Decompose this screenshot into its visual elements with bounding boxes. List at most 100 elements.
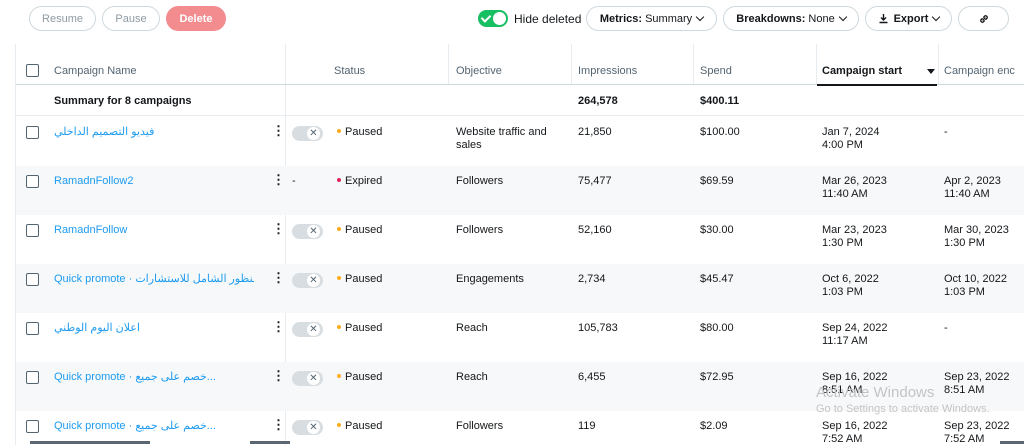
campaign-name-link[interactable]: Quick promote · خصم على جميع... — [54, 371, 216, 383]
more-options-icon[interactable]: ⋮ — [272, 417, 285, 432]
column-divider — [571, 44, 572, 85]
campaign-end-value: Mar 30, 2023 1:30 PM — [944, 224, 1009, 250]
more-options-icon[interactable]: ⋮ — [272, 368, 285, 383]
end-date: - — [944, 126, 948, 138]
header-impressions[interactable]: Impressions — [578, 65, 638, 77]
campaign-name-link[interactable]: Quick promote · خصم على جميع... — [54, 420, 216, 432]
table-row[interactable]: اعلان اليوم الوطني ⋮ ✕ Paused Reach 105,783 $8… — [16, 313, 1024, 362]
link-icon — [979, 14, 988, 23]
toggle-placeholder: - — [292, 175, 296, 187]
objective-line-1: Reach — [456, 322, 488, 334]
more-options-icon[interactable]: ⋮ — [272, 123, 285, 138]
more-options-icon[interactable]: ⋮ — [272, 270, 285, 285]
sort-descending-icon[interactable] — [927, 69, 935, 74]
status-dot — [337, 325, 341, 329]
select-all-checkbox[interactable] — [26, 64, 39, 77]
start-time: 7:52 AM — [822, 433, 863, 445]
campaign-name-link[interactable]: RamadnFollow — [54, 224, 128, 236]
activate-windows-subtitle: Go to Settings to activate Windows. — [816, 403, 990, 415]
delete-button[interactable]: Delete — [166, 6, 226, 31]
metrics-label: Metrics: — [599, 12, 643, 25]
impressions-value: 75,477 — [578, 175, 612, 187]
column-divider — [448, 44, 449, 85]
status-badge: Expired — [337, 175, 382, 188]
campaign-name-link[interactable]: اعلان اليوم الوطني — [54, 322, 140, 334]
objective-text: Reach — [456, 322, 488, 335]
table-row[interactable]: RamadnFollow ⋮ ✕ Paused Followers 52,160 $30.0… — [16, 215, 1024, 264]
resume-label: Resume — [42, 12, 83, 25]
breakdowns-dropdown[interactable]: Breakdowns: None — [723, 6, 859, 31]
delete-label: Delete — [179, 12, 213, 25]
start-time: 1:30 PM — [822, 237, 863, 249]
resume-button[interactable]: Resume — [29, 6, 96, 31]
export-dropdown[interactable]: Export — [865, 6, 952, 31]
row-checkbox[interactable] — [26, 224, 39, 237]
table-row[interactable]: RamadnFollow2 ⋮ - Expired Followers 75,477 $69… — [16, 166, 1024, 215]
row-checkbox[interactable] — [26, 371, 39, 384]
header-status[interactable]: Status — [334, 65, 366, 77]
spend-value: $80.00 — [700, 322, 734, 334]
column-divider — [938, 44, 939, 85]
campaign-end-value: - — [944, 322, 948, 335]
status-text: Paused — [345, 224, 383, 236]
campaign-name-link[interactable]: RamadnFollow2 — [54, 175, 134, 187]
scrollbar-segment — [1000, 441, 1024, 444]
copy-link-button[interactable] — [958, 6, 1009, 31]
table-row[interactable]: فيديو التصميم الداخلي ⋮ ✕ Paused Website tra… — [16, 117, 1024, 166]
objective-text: Engagements — [456, 273, 524, 286]
campaign-active-toggle[interactable]: ✕ — [292, 224, 323, 239]
more-options-icon[interactable]: ⋮ — [272, 221, 285, 236]
metrics-dropdown[interactable]: Metrics: Summary — [586, 6, 717, 31]
campaign-active-toggle[interactable]: ✕ — [292, 273, 323, 288]
row-checkbox[interactable] — [26, 126, 39, 139]
header-campaign-name[interactable]: Campaign Name — [54, 65, 137, 77]
header-campaign-end[interactable]: Campaign enc — [944, 65, 1015, 77]
table-row[interactable]: Quick promote · خصم على جميع... ⋮ ✕ Paused F… — [16, 411, 1024, 445]
campaign-active-toggle[interactable]: ✕ — [292, 420, 323, 435]
breakdowns-value: None — [808, 12, 835, 25]
header-spend[interactable]: Spend — [700, 65, 732, 77]
close-icon: ✕ — [307, 225, 320, 238]
pause-button[interactable]: Pause — [102, 6, 160, 31]
campaign-active-toggle[interactable]: ✕ — [292, 322, 323, 337]
objective-line-2: sales — [456, 139, 482, 151]
start-time: 8:51 AM — [822, 384, 863, 396]
summary-label: Summary for 8 campaigns — [54, 95, 192, 107]
impressions-value: 119 — [578, 420, 596, 432]
end-time: 1:30 PM — [944, 237, 985, 249]
campaign-start-value: Mar 23, 2023 1:30 PM — [822, 224, 887, 250]
chevron-down-icon — [932, 12, 941, 22]
campaign-start-value: Sep 16, 2022 7:52 AM — [822, 420, 887, 445]
campaign-active-toggle[interactable]: ✕ — [292, 126, 323, 141]
campaign-active-toggle[interactable]: ✕ — [292, 371, 323, 386]
status-badge: Paused — [337, 420, 382, 433]
campaign-start-value: Jan 7, 2024 4:00 PM — [822, 126, 880, 152]
end-date: Sep 23, 2022 — [944, 371, 1010, 383]
campaign-start-value: Oct 6, 2022 1:03 PM — [822, 273, 879, 299]
toggle-knob — [493, 12, 506, 25]
horizontal-scrollbar[interactable] — [30, 441, 1024, 445]
impressions-value: 21,850 — [578, 126, 612, 138]
hide-deleted-toggle[interactable] — [478, 10, 508, 27]
start-time: 1:03 PM — [822, 286, 863, 298]
campaign-name-link[interactable]: فيديو التصميم الداخلي — [54, 126, 155, 138]
header-campaign-start[interactable]: Campaign start — [822, 65, 903, 77]
campaign-start-value: Mar 26, 2023 11:40 AM — [822, 175, 887, 201]
row-checkbox[interactable] — [26, 175, 39, 188]
close-icon: ✕ — [307, 421, 320, 434]
more-options-icon[interactable]: ⋮ — [272, 172, 285, 187]
row-checkbox[interactable] — [26, 273, 39, 286]
toolbar: Resume Pause Delete Hide deleted Metrics… — [0, 0, 1024, 38]
spend-value: $30.00 — [700, 224, 734, 236]
row-checkbox[interactable] — [26, 420, 39, 433]
objective-line-1: Followers — [456, 420, 504, 432]
chevron-down-icon — [838, 12, 847, 22]
table-row[interactable]: Quick promote · خصم على جميع... ⋮ ✕ Paused R… — [16, 362, 1024, 411]
status-badge: Paused — [337, 322, 382, 335]
row-checkbox[interactable] — [26, 322, 39, 335]
campaign-name-link[interactable]: Quick promote · المنظور الشامل للاستشارا… — [54, 273, 254, 285]
header-objective[interactable]: Objective — [456, 65, 502, 77]
table-row[interactable]: Quick promote · المنظور الشامل للاستشارا… — [16, 264, 1024, 313]
more-options-icon[interactable]: ⋮ — [272, 319, 285, 334]
download-icon — [879, 14, 888, 24]
